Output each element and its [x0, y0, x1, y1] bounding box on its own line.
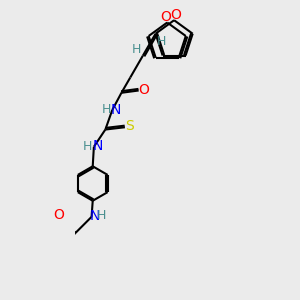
- Text: H: H: [97, 209, 106, 222]
- Text: O: O: [53, 208, 64, 221]
- Text: O: O: [138, 83, 149, 98]
- Text: O: O: [160, 11, 172, 25]
- Text: N: N: [110, 103, 121, 117]
- Text: N: N: [90, 209, 100, 223]
- Text: O: O: [170, 8, 181, 22]
- Text: S: S: [126, 119, 134, 133]
- Text: H: H: [102, 103, 111, 116]
- Text: H: H: [83, 140, 92, 153]
- Text: H: H: [157, 34, 166, 48]
- Text: N: N: [92, 139, 103, 153]
- Text: H: H: [132, 43, 141, 56]
